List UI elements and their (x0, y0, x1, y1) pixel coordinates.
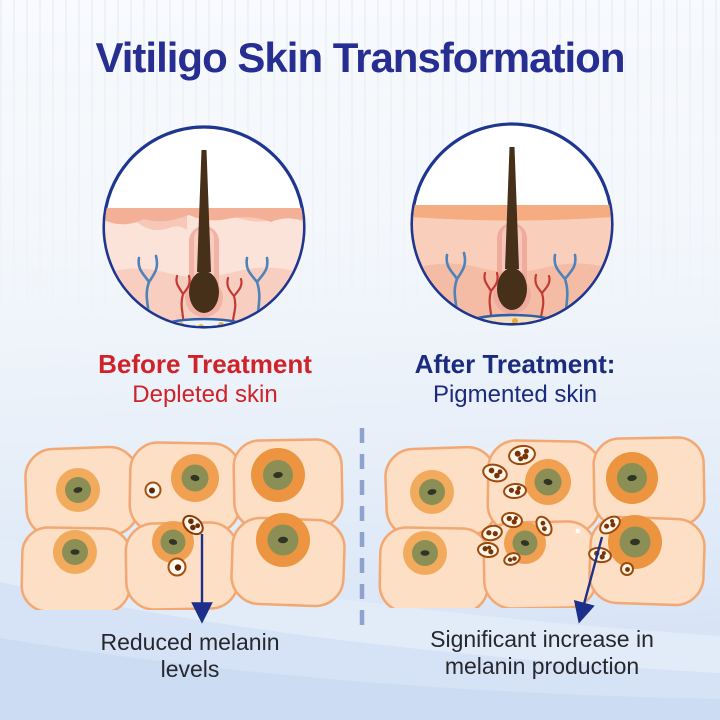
before-illustration-circle (99, 122, 309, 332)
after-illustration-circle (407, 119, 617, 329)
skin-cells-low-melanin-icon (20, 438, 346, 610)
before-subheading: Depleted skin (132, 381, 278, 409)
before-heading: Before Treatment (98, 349, 312, 379)
after-caption-line1: Significant increase in (430, 626, 654, 652)
hair-follicle-pigmented-skin-icon (410, 122, 614, 326)
page-title: Vitiligo Skin Transformation (95, 34, 626, 81)
skin-cells-high-melanin-icon (378, 436, 706, 608)
before-heading-block: Before Treatment Depleted skin (40, 349, 370, 409)
after-heading: After Treatment: (414, 349, 616, 379)
before-caption: Reduced melanin levels (30, 629, 350, 683)
after-caption-line2: melanin production (444, 653, 640, 680)
before-caption-line1: Reduced melanin (100, 629, 280, 655)
after-heading-block: After Treatment: Pigmented skin (350, 349, 680, 409)
before-caption-line2: levels (160, 656, 220, 683)
after-caption: Significant increase in melanin producti… (377, 626, 707, 680)
dashed-vertical-divider (359, 428, 365, 630)
hair-follicle-depleted-skin-icon (102, 125, 306, 329)
after-subheading: Pigmented skin (432, 381, 598, 409)
